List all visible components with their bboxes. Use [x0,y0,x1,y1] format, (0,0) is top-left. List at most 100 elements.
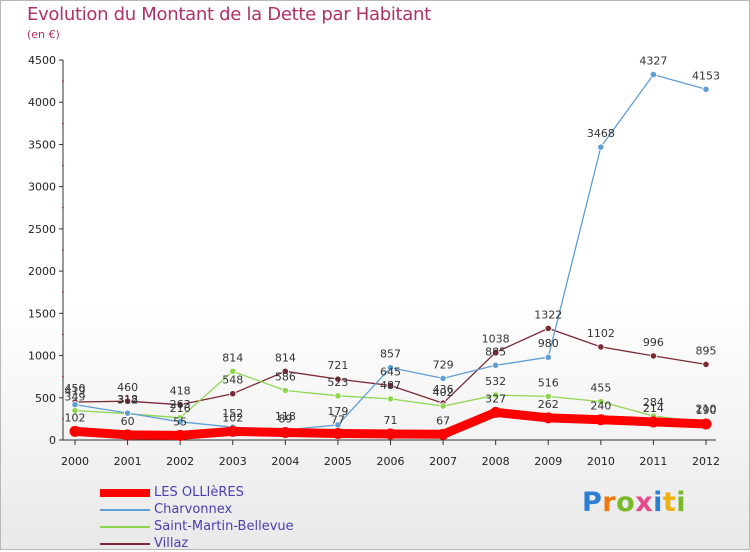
legend-label: Charvonnex [154,502,233,517]
data-label-2: 402 [433,386,454,399]
data-label-0: 102 [65,411,86,424]
series-point-3 [229,390,237,398]
data-label-2: 487 [380,379,401,392]
series-point-2 [439,402,447,410]
data-label-3: 814 [275,351,296,364]
data-label-2: 455 [590,382,611,395]
x-tick-label: 2003 [219,455,247,468]
series-point-0 [279,426,291,438]
data-label-2: 349 [65,391,86,404]
series-point-3 [281,367,289,375]
data-label-3: 996 [643,336,664,349]
series-point-1 [123,409,132,417]
legend-label: Saint-Martin-Bellevue [154,519,294,534]
series-point-0 [227,425,239,437]
series-point-0 [595,414,607,426]
series-point-0 [69,425,81,437]
series-point-3 [597,343,605,351]
x-tick-label: 2000 [61,455,89,468]
series-point-1 [386,364,395,372]
data-label-3: 645 [380,366,401,379]
series-point-0 [174,429,186,441]
data-label-0: 77 [331,413,345,426]
series-point-3 [386,381,395,390]
data-label-2: 814 [222,351,243,364]
data-label-3: 450 [65,382,86,395]
series-point-1 [597,143,605,151]
series-point-3 [649,352,658,360]
series-point-3 [544,324,552,332]
logo-letter: o [616,487,636,518]
data-label-2: 210 [696,402,717,415]
series-point-1 [439,374,447,383]
logo-letter: i [676,487,687,518]
x-tick-label: 2012 [692,455,720,468]
series-point-3 [176,401,184,409]
series-point-3 [334,375,342,383]
series-point-1 [702,85,710,93]
data-label-2: 263 [170,398,191,411]
chart-axes: 0 500 1000 1500 2000 2500 3000 3500 4000 4500 2000… [28,54,720,468]
data-label-3: 1322 [534,308,562,321]
x-tick-label: 2005 [324,455,352,468]
data-label-2: 523 [327,376,348,389]
data-label-3: 436 [433,383,454,396]
series-point-3 [123,397,132,405]
series-point-3 [702,360,710,369]
y-tick-label: 2500 [28,223,56,236]
data-label-0: 240 [590,400,611,413]
y-tick-label: 0 [49,434,56,447]
data-label-2: 312 [117,394,138,407]
data-label-2: 516 [538,376,559,389]
data-label-2: 284 [643,396,664,409]
data-label-0: 71 [384,414,398,427]
series-point-0 [437,428,449,440]
data-label-3: 418 [170,385,191,398]
data-label-1: 179 [327,405,348,418]
data-label-3: 721 [327,359,348,372]
legend-label: LES OLLIèRES [154,485,244,500]
data-label-1: 729 [433,358,454,371]
x-tick-label: 2011 [639,455,667,468]
data-label-1: 3468 [587,127,615,140]
data-label-1: 4153 [692,69,720,82]
series-point-2 [597,397,605,406]
legend-label: Villaz [154,536,189,551]
data-label-1: 885 [485,345,506,358]
data-label-1: 4327 [639,55,667,68]
chart-title: Evolution du Montant de la Dette par Hab… [27,4,431,25]
data-label-3: 895 [696,344,717,357]
y-tick-label: 1000 [28,350,56,363]
data-label-0: 67 [436,414,450,427]
series-point-2 [492,391,500,399]
chart-unit: (en €) [27,28,60,41]
x-tick-label: 2010 [587,455,615,468]
proxiti-logo: Proxiti [582,487,686,518]
series-point-0 [122,429,134,441]
data-label-1: 152 [222,407,243,420]
y-tick-label: 500 [35,392,56,405]
x-tick-label: 2007 [429,455,457,468]
data-labels-layer: 102 60 55 102 89 77 71 67 327 262 240 214 190 419 318 2… [65,55,721,429]
y-tick-label: 3500 [28,138,56,151]
data-label-1: 857 [380,348,401,361]
logo-letter: x [635,487,654,518]
y-tick-label: 4000 [28,96,56,109]
series-point-1 [649,71,658,79]
series-point-3 [492,348,500,356]
series-point-0 [647,416,659,428]
series-point-0 [542,412,554,424]
legend-swatch [100,525,150,528]
series-point-1 [71,401,79,409]
data-label-3: 460 [117,381,138,394]
series-point-2 [281,386,289,395]
legend-swatch [100,508,150,511]
series-point-1 [544,353,552,361]
series-point-2 [334,392,342,400]
x-tick-label: 2006 [377,455,405,468]
data-label-1: 318 [117,393,138,406]
legend-swatch [100,488,150,497]
data-label-0: 60 [121,415,135,428]
data-label-1: 216 [170,402,191,415]
